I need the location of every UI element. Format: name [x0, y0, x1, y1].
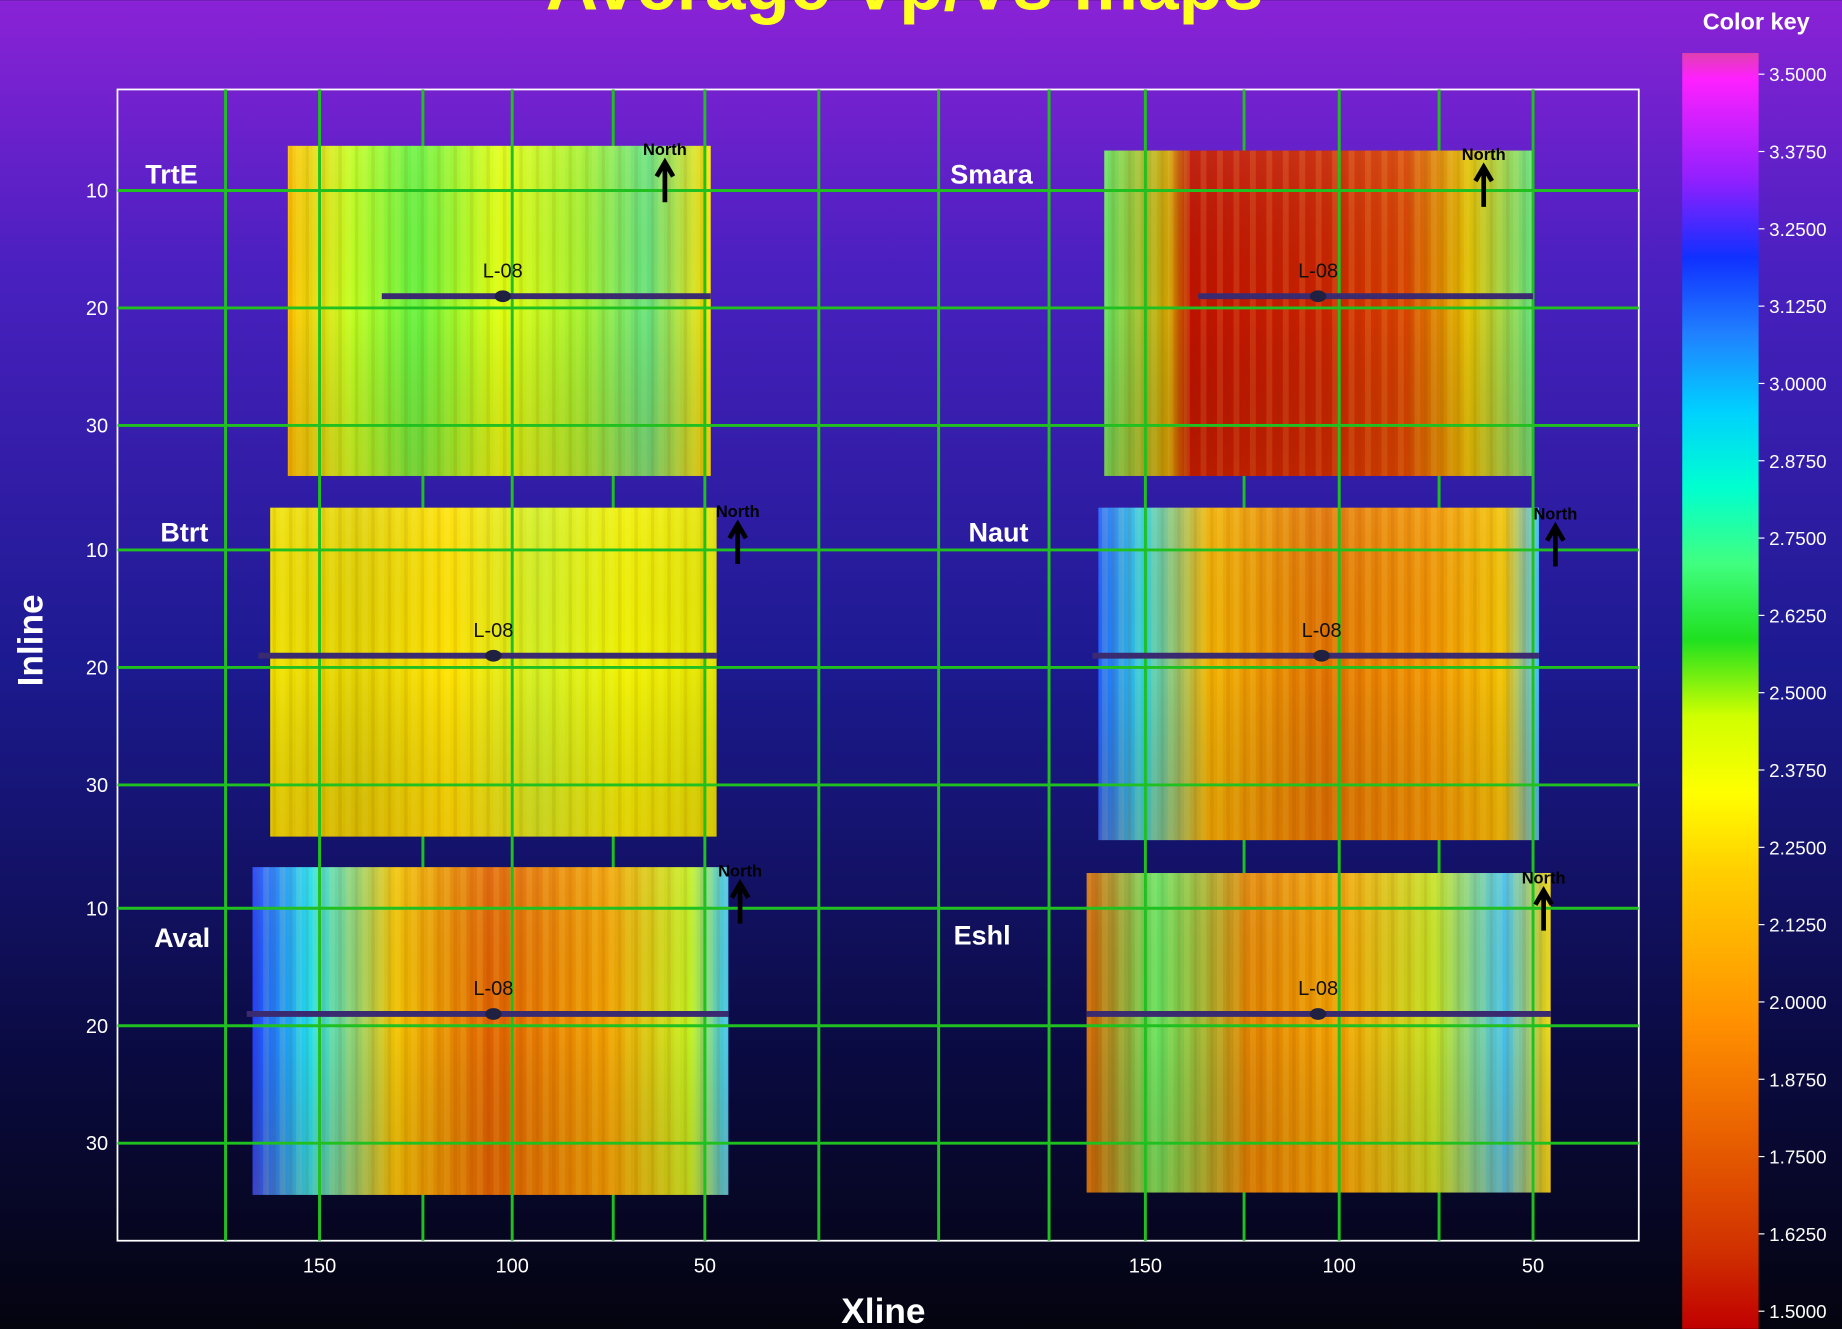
well-marker: [1313, 650, 1329, 662]
north-label: North: [1462, 146, 1506, 164]
well-marker: [495, 290, 511, 302]
y-tick-label: 20: [86, 1016, 108, 1038]
x-tick-label: 50: [694, 1255, 716, 1277]
map-shade: [253, 867, 729, 1195]
panel-label: Eshl: [954, 921, 1011, 951]
color-key-title: Color key: [1703, 9, 1810, 35]
color-key-label: 1.7500: [1769, 1147, 1826, 1168]
color-key-label: 1.5000: [1769, 1301, 1826, 1322]
x-tick-label: 50: [1522, 1255, 1544, 1277]
well-marker: [1310, 1008, 1326, 1020]
color-key-label: 3.1250: [1769, 296, 1826, 317]
map-shade: [1104, 151, 1533, 476]
y-tick-label: 20: [86, 657, 108, 679]
well-label: L-08: [1298, 260, 1338, 282]
color-key-label: 2.0000: [1769, 992, 1826, 1013]
well-label: L-08: [1298, 978, 1338, 1000]
panel-label: TrtE: [145, 159, 198, 189]
x-tick-label: 100: [496, 1255, 529, 1277]
color-key-label: 1.8750: [1769, 1069, 1826, 1090]
panel-label: Btrt: [160, 518, 208, 548]
north-label: North: [716, 503, 760, 521]
well-label: L-08: [473, 620, 513, 642]
color-key-label: 2.3750: [1769, 760, 1826, 781]
y-tick-label: 30: [86, 1133, 108, 1155]
y-tick-label: 10: [86, 540, 108, 562]
well-marker: [1310, 290, 1326, 302]
y-tick-label: 20: [86, 298, 108, 320]
panel-label: Aval: [154, 923, 210, 953]
well-marker: [485, 1008, 501, 1020]
north-label: North: [1522, 870, 1566, 888]
well-marker: [485, 650, 501, 662]
x-tick-label: 150: [303, 1255, 336, 1277]
well-label: L-08: [483, 260, 523, 282]
color-key-label: 2.2500: [1769, 837, 1826, 858]
map-shade: [270, 508, 716, 837]
color-key-bar: [1682, 53, 1758, 1329]
north-label: North: [1533, 505, 1577, 523]
north-label: North: [643, 141, 687, 159]
y-tick-label: 10: [86, 898, 108, 920]
color-key-label: 3.0000: [1769, 373, 1826, 394]
color-key-label: 3.3750: [1769, 142, 1826, 163]
x-axis-label: Xline: [841, 1292, 925, 1329]
north-label: North: [718, 863, 762, 881]
panel-label: Smara: [950, 159, 1034, 189]
y-tick-label: 10: [86, 181, 108, 203]
well-label: L-08: [473, 978, 513, 1000]
color-key-label: 2.7500: [1769, 528, 1826, 549]
panel-label: Naut: [969, 518, 1029, 548]
y-tick-label: 30: [86, 775, 108, 797]
figure: Average Vp/Vs maps 150 150 100 100 50 50 10 10 1…: [0, 0, 1842, 1329]
title: Average Vp/Vs maps: [546, 0, 1264, 26]
well-label: L-08: [1302, 620, 1342, 642]
x-tick-label: 100: [1323, 1255, 1356, 1277]
color-key-label: 2.8750: [1769, 451, 1826, 472]
color-key-label: 1.6250: [1769, 1224, 1826, 1245]
map-shade: [1098, 508, 1539, 840]
color-key-label: 2.5000: [1769, 683, 1826, 704]
x-tick-label: 150: [1129, 1255, 1162, 1277]
y-tick-label: 30: [86, 415, 108, 437]
color-key-label: 2.1250: [1769, 915, 1826, 936]
y-axis-label: Inline: [11, 594, 50, 686]
page: {"chart_data": { "type": "heatmap", "tit…: [0, 0, 1842, 1329]
color-key-label: 2.6250: [1769, 605, 1826, 626]
color-key-label: 3.2500: [1769, 219, 1826, 240]
color-key-label: 3.5000: [1769, 64, 1826, 85]
